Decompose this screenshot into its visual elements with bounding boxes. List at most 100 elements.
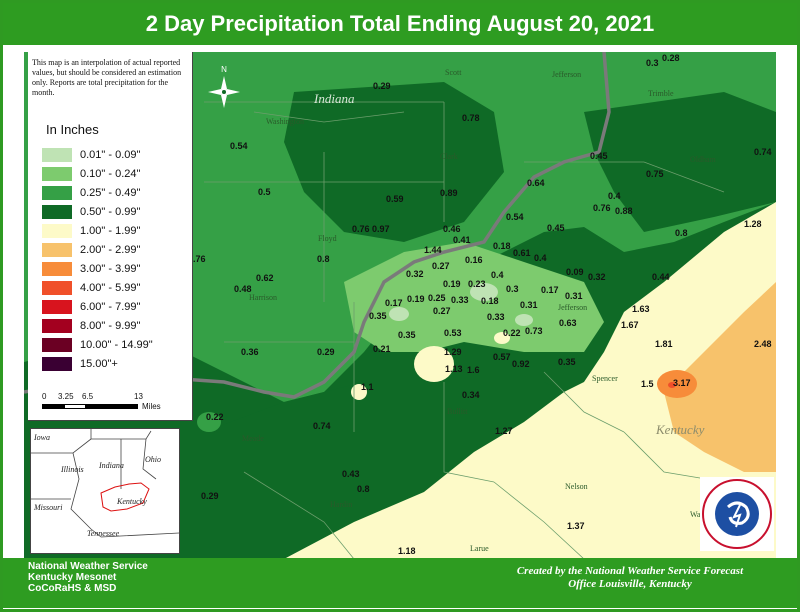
precip-value: 0.4 [491,270,504,280]
precip-value: 1.1 [361,382,374,392]
legend-label: 10.00" - 14.99" [80,339,153,351]
legend-swatch [42,205,72,219]
region-025-049-west-patch [197,412,221,432]
precip-value: 0.63 [559,318,577,328]
legend-label: 0.50" - 0.99" [80,206,141,218]
scale-bar: 0 3.25 6.5 13 Miles [42,392,192,418]
region-100-199-pocket-a [414,346,454,382]
precip-value: 1.44 [424,245,442,255]
legend-swatch [42,357,72,371]
footer-credits: National Weather Service Kentucky Mesone… [28,561,148,594]
legend-label: 0.10" - 0.24" [80,168,141,180]
region-050-099-north-patch [284,82,504,242]
legend-row: 0.25" - 0.49" [42,185,192,201]
precip-value: 2.48 [754,339,772,349]
place-label: Jefferson [552,70,582,79]
precip-value: 0.41 [453,235,471,245]
precip-value: 0.61 [513,248,531,258]
scale-segment [86,404,138,409]
precip-value: 0.33 [451,295,469,305]
legend-swatch [42,281,72,295]
inset-state-label: Tennessee [87,529,120,538]
compass-icon [208,76,240,108]
precip-value: 0.8 [675,228,688,238]
place-label: Washington [266,117,305,126]
legend-swatch [42,262,72,276]
precip-value: 1.81 [655,339,673,349]
precip-value: 0.73 [525,326,543,336]
precip-value: 1.28 [744,219,762,229]
legend-row: 4.00" - 5.99" [42,280,192,296]
precip-value: 0.27 [432,261,450,271]
legend-row: 1.00" - 1.99" [42,223,192,239]
place-label: Spencer [592,374,618,383]
place-label: Oldham [690,155,716,164]
place-label: Floyd [318,234,337,243]
precip-value: 0.29 [201,491,219,501]
region-050-099-south [204,382,564,559]
legend-row: 2.00" - 2.99" [42,242,192,258]
precip-value: 3.17 [673,378,691,388]
precip-value: 0.17 [541,285,559,295]
precip-value: 0.92 [512,359,530,369]
footer-office: Created by the National Weather Service … [470,565,790,591]
legend-panel: This map is an interpolation of actual r… [28,52,193,421]
precip-value: 0.35 [369,311,387,321]
precip-value: 0.17 [385,298,403,308]
region-050-099-east-patch [584,92,776,232]
precip-value: 1.13 [445,364,463,374]
precip-value: 1.63 [632,304,650,314]
inset-state-label: Missouri [34,503,63,512]
place-label: Wa [690,510,701,519]
nws-logo-icon [702,479,772,549]
precip-value: 0.44 [652,272,670,282]
region-400-599 [668,382,676,388]
place-label: Nelson [565,482,588,491]
precip-value: 0.09 [566,267,584,277]
state-label-indiana: Indiana [314,91,355,106]
place-label: Trimble [648,89,674,98]
legend-swatch [42,148,72,162]
inset-state-label: Iowa [34,433,50,442]
legend-swatch [42,338,72,352]
region-200-299 [664,282,776,472]
legend-swatch [42,300,72,314]
scale-segment [42,404,64,409]
legend-label: 1.00" - 1.99" [80,225,141,237]
precip-value: 0.48 [234,284,252,294]
place-label: Jefferson [558,303,588,312]
precip-value: 0.3 [506,284,519,294]
place-label: Harrison [249,293,277,302]
legend-row: 0.10" - 0.24" [42,166,192,182]
region-001-009-a [470,283,498,301]
region-100-199 [284,202,776,559]
place-label: Hardin [330,500,353,509]
precip-value: 0.89 [440,188,458,198]
scale-unit: Miles [142,402,161,411]
legend-label: 0.01" - 0.09" [80,149,141,161]
precip-value: 0.22 [503,328,521,338]
credit-line: Kentucky Mesonet [28,572,117,583]
precip-value: 0.23 [468,279,486,289]
legend-label: 4.00" - 5.99" [80,282,141,294]
scale-tick: 6.5 [82,392,94,401]
precip-value: 0.18 [481,296,499,306]
credit-line: National Weather Service [28,561,148,572]
precip-value: 0.57 [493,352,511,362]
legend-swatch [42,243,72,257]
inset-state-label: Ohio [145,455,161,464]
precip-value: 0.54 [506,212,524,222]
legend-label: 2.00" - 2.99" [80,244,141,256]
compass-north-label: N [221,65,227,74]
precip-value: 0.19 [407,294,425,304]
legend-label: 15.00"+ [80,358,118,370]
place-label: Clark [440,152,458,161]
precip-value: 1.18 [398,546,416,556]
scale-tick: 0 [42,392,47,401]
region-100-199-pocket-b [494,332,510,344]
legend-label: 6.00" - 7.99" [80,301,141,313]
legend-swatch [42,319,72,333]
credit-line: CoCoRaHS & MSD [28,583,117,594]
inset-state-label: Illinois [61,465,84,474]
precip-value: 0.28 [662,53,680,63]
